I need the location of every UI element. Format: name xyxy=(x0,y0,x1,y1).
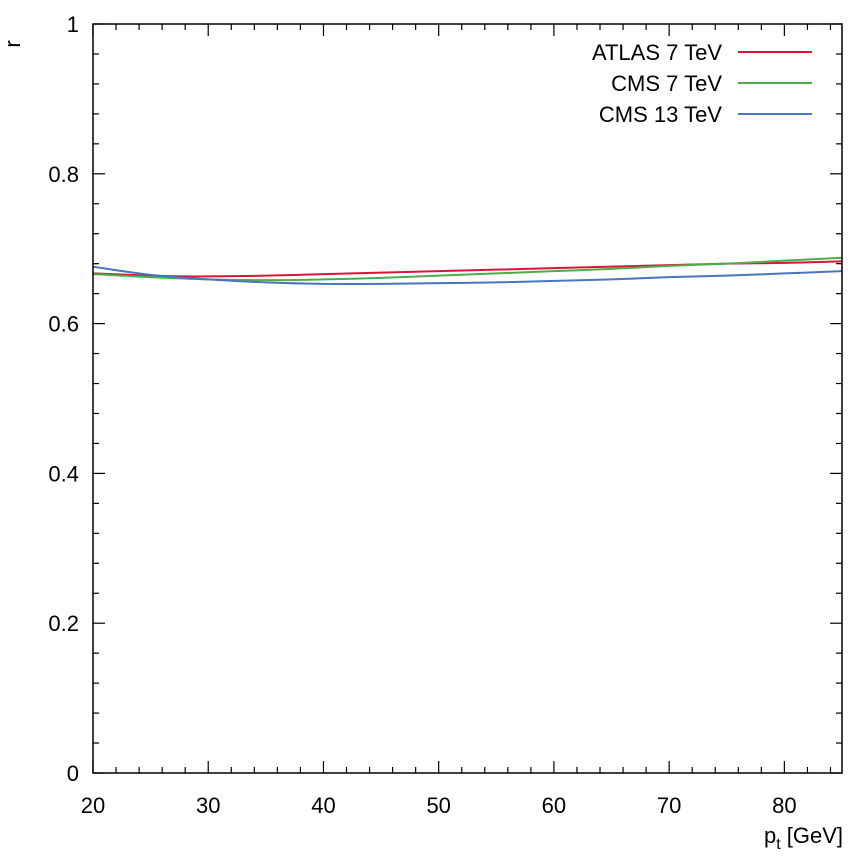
legend-label-cms-13-tev: CMS 13 TeV xyxy=(599,102,722,127)
y-tick-label: 0.2 xyxy=(48,611,79,636)
series-line-cms-13-tev xyxy=(92,265,843,286)
tick-labels: 20 30 40 50 60 70 80 0 0.2 0.4 0.6 0.8 1 xyxy=(48,12,796,818)
x-tick-label: 70 xyxy=(657,793,681,818)
legend-label-atlas-7-tev: ATLAS 7 TeV xyxy=(592,40,722,65)
series-lines xyxy=(92,256,843,286)
y-axis-label: r xyxy=(0,40,25,47)
x-tick-label: 50 xyxy=(426,793,450,818)
plot-frame xyxy=(92,23,843,774)
x-axis-label-unit: [GeV] xyxy=(787,823,843,848)
x-tick-label: 80 xyxy=(772,793,796,818)
x-axis-label-symbol: p xyxy=(764,823,776,848)
x-tick-label: 20 xyxy=(81,793,105,818)
legend: ATLAS 7 TeV CMS 7 TeV CMS 13 TeV xyxy=(592,40,812,127)
y-tick-label: 0 xyxy=(67,761,79,786)
x-tick-label: 60 xyxy=(542,793,566,818)
y-tick-label: 0.4 xyxy=(48,461,79,486)
x-axis-label: pt [GeV] xyxy=(764,823,843,853)
x-tick-label: 30 xyxy=(196,793,220,818)
x-tick-label: 40 xyxy=(311,793,335,818)
x-axis-label-subscript: t xyxy=(776,836,781,853)
y-tick-label: 1 xyxy=(67,12,79,37)
tick-marks xyxy=(92,23,842,774)
y-tick-label: 0.8 xyxy=(48,162,79,187)
legend-label-cms-7-tev: CMS 7 TeV xyxy=(611,71,722,96)
y-tick-label: 0.6 xyxy=(48,312,79,337)
